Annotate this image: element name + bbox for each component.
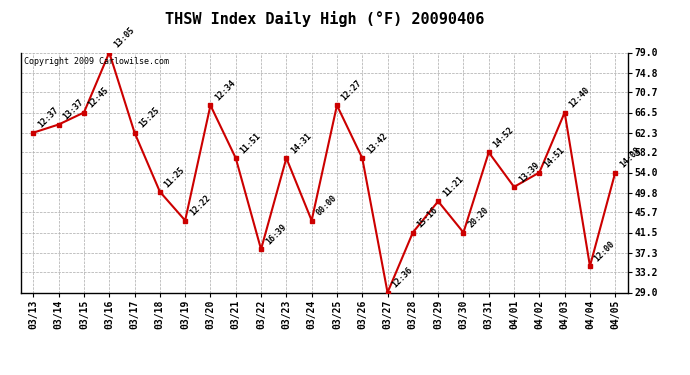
Text: 14:31: 14:31 — [289, 131, 313, 155]
Text: 13:37: 13:37 — [61, 98, 86, 122]
Text: THSW Index Daily High (°F) 20090406: THSW Index Daily High (°F) 20090406 — [165, 11, 484, 27]
Text: 12:22: 12:22 — [188, 194, 212, 218]
Text: 12:36: 12:36 — [391, 266, 415, 290]
Text: 12:45: 12:45 — [87, 86, 111, 110]
Text: 12:27: 12:27 — [339, 78, 364, 102]
Text: 00:00: 00:00 — [315, 194, 339, 218]
Text: 12:34: 12:34 — [213, 78, 237, 102]
Text: 14:52: 14:52 — [491, 126, 515, 150]
Text: 13:39: 13:39 — [517, 160, 541, 184]
Text: 14:08: 14:08 — [618, 146, 642, 170]
Text: 13:05: 13:05 — [112, 26, 136, 50]
Text: 14:51: 14:51 — [542, 146, 566, 170]
Text: 12:37: 12:37 — [36, 106, 60, 130]
Text: 12:40: 12:40 — [567, 86, 591, 110]
Text: 13:42: 13:42 — [365, 131, 389, 155]
Text: Copyright 2009 Carlowilse.com: Copyright 2009 Carlowilse.com — [23, 57, 169, 66]
Text: 11:51: 11:51 — [239, 131, 263, 155]
Text: 16:39: 16:39 — [264, 222, 288, 246]
Text: 15:25: 15:25 — [137, 106, 161, 130]
Text: 15:16: 15:16 — [415, 206, 440, 230]
Text: 12:00: 12:00 — [593, 239, 617, 263]
Text: 11:25: 11:25 — [163, 165, 187, 189]
Text: 20:20: 20:20 — [466, 206, 491, 230]
Text: 11:21: 11:21 — [441, 174, 465, 198]
